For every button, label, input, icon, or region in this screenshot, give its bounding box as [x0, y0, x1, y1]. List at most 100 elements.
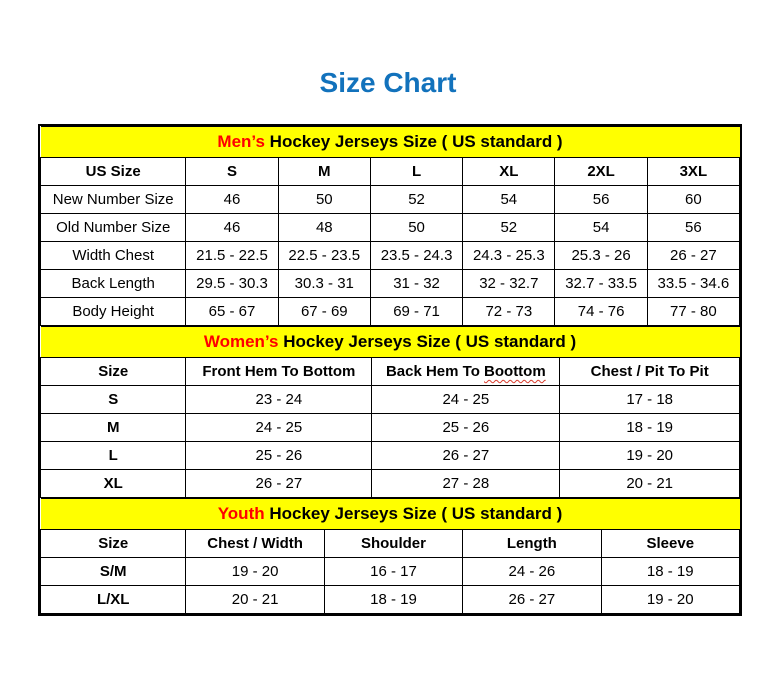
size-value-cell: 56 — [646, 213, 741, 242]
size-value-cell: 22.5 - 23.5 — [277, 241, 371, 270]
row-label: Old Number Size — [39, 213, 187, 242]
youth-banner-highlight: Youth — [217, 504, 265, 523]
size-value-cell: 27 - 28 — [371, 469, 561, 498]
size-value-cell: 54 — [554, 213, 648, 242]
size-value-cell: 46 — [185, 213, 279, 242]
row-label: Back Length — [39, 269, 187, 298]
row-label: New Number Size — [39, 185, 187, 214]
size-value-cell: 32.7 - 33.5 — [554, 269, 648, 298]
mens-banner-rest: Hockey Jerseys Size ( US standard ) — [264, 132, 563, 151]
mens-row-new-number-size: New Number Size 46 50 52 54 56 60 — [39, 185, 741, 214]
mens-banner-highlight: Men’s — [217, 132, 265, 151]
womens-row-s: S 23 - 24 24 - 25 17 - 18 — [39, 385, 740, 414]
youth-banner-rest: Hockey Jerseys Size ( US standard ) — [264, 504, 563, 523]
mens-column-header: XL — [462, 157, 556, 186]
size-value-cell: 26 - 27 — [462, 585, 602, 614]
youth-column-header: Sleeve — [600, 529, 741, 558]
size-value-cell: 24 - 26 — [462, 557, 602, 586]
mens-column-header: 3XL — [646, 157, 741, 186]
youth-column-header: Shoulder — [323, 529, 464, 558]
size-value-cell: 25 - 26 — [185, 441, 373, 470]
mens-row-width-chest: Width Chest 21.5 - 22.5 22.5 - 23.5 23.5 - … — [39, 241, 741, 270]
womens-row-m: M 24 - 25 25 - 26 18 - 19 — [39, 413, 740, 442]
size-chart-tables: Men’s Hockey Jerseys Size ( US standard … — [38, 124, 742, 616]
mens-size-table: Men’s Hockey Jerseys Size ( US standard … — [39, 126, 741, 326]
youth-section-banner: Youth Hockey Jerseys Size ( US standard … — [40, 498, 740, 530]
size-value-cell: 52 — [462, 213, 556, 242]
womens-size-table: Women’s Hockey Jerseys Size ( US standar… — [39, 326, 740, 498]
mens-column-header: US Size — [39, 157, 187, 186]
mens-row-body-height: Body Height 65 - 67 67 - 69 69 - 71 72 - 73 7… — [39, 297, 741, 326]
size-value-cell: 72 - 73 — [462, 297, 556, 326]
youth-table-body: S/M 19 - 20 16 - 17 24 - 26 18 - 19 L/XL 20 - … — [39, 557, 741, 614]
size-value-cell: 30.3 - 31 — [277, 269, 371, 298]
size-value-cell: 19 - 20 — [559, 441, 740, 470]
mens-column-header-row: US Size S M L XL 2XL 3XL — [39, 157, 741, 186]
size-value-cell: 54 — [462, 185, 556, 214]
mens-column-header: S — [185, 157, 279, 186]
size-value-cell: 19 - 20 — [185, 557, 325, 586]
size-value-cell: 50 — [369, 213, 464, 242]
column-header-text: Back Hem To — [385, 363, 485, 380]
size-value-cell: 18 - 19 — [559, 413, 740, 442]
size-value-cell: 31 - 32 — [369, 269, 464, 298]
mens-section-banner: Men’s Hockey Jerseys Size ( US standard … — [40, 126, 740, 158]
size-value-cell: 17 - 18 — [559, 385, 740, 414]
youth-size-table: Youth Hockey Jerseys Size ( US standard … — [39, 498, 741, 614]
youth-row-s-m: S/M 19 - 20 16 - 17 24 - 26 18 - 19 — [39, 557, 741, 586]
size-value-cell: 67 - 69 — [277, 297, 371, 326]
womens-row-xl: XL 26 - 27 27 - 28 20 - 21 — [39, 469, 740, 498]
size-value-cell: 25 - 26 — [371, 413, 561, 442]
size-value-cell: 69 - 71 — [369, 297, 464, 326]
row-label: XL — [39, 469, 187, 498]
size-value-cell: 23.5 - 24.3 — [369, 241, 464, 270]
size-value-cell: 21.5 - 22.5 — [185, 241, 279, 270]
misspelled-word-spellcheck-underline: Boottom — [484, 363, 546, 380]
row-label: M — [39, 413, 187, 442]
womens-banner-rest: Hockey Jerseys Size ( US standard ) — [278, 332, 577, 351]
size-value-cell: 26 - 27 — [185, 469, 373, 498]
size-value-cell: 24.3 - 25.3 — [462, 241, 556, 270]
mens-row-back-length: Back Length 29.5 - 30.3 30.3 - 31 31 - 32 32… — [39, 269, 741, 298]
youth-row-l-xl: L/XL 20 - 21 18 - 19 26 - 27 19 - 20 — [39, 585, 741, 614]
row-label: S/M — [39, 557, 187, 586]
youth-column-header: Length — [462, 529, 602, 558]
size-value-cell: 18 - 19 — [323, 585, 464, 614]
mens-column-header: 2XL — [554, 157, 648, 186]
womens-table-body: S 23 - 24 24 - 25 17 - 18 M 24 - 25 25 - 26 18 … — [39, 385, 740, 498]
size-value-cell: 56 — [554, 185, 648, 214]
size-value-cell: 29.5 - 30.3 — [185, 269, 279, 298]
youth-section-title: Youth Hockey Jerseys Size ( US standard … — [40, 498, 740, 530]
size-value-cell: 23 - 24 — [185, 385, 373, 414]
womens-section-banner: Women’s Hockey Jerseys Size ( US standar… — [40, 326, 740, 358]
row-label: S — [39, 385, 187, 414]
size-value-cell: 46 — [185, 185, 279, 214]
size-value-cell: 60 — [646, 185, 741, 214]
mens-column-header: L — [369, 157, 464, 186]
size-value-cell: 19 - 20 — [600, 585, 741, 614]
size-value-cell: 26 - 27 — [371, 441, 561, 470]
womens-column-header: Size — [39, 357, 187, 386]
womens-column-header: Chest / Pit To Pit — [559, 357, 740, 386]
size-value-cell: 25.3 - 26 — [554, 241, 648, 270]
womens-column-header-row: Size Front Hem To Bottom Back Hem To Boott… — [39, 357, 740, 386]
womens-row-l: L 25 - 26 26 - 27 19 - 20 — [39, 441, 740, 470]
page-title: Size Chart — [319, 67, 457, 98]
size-value-cell: 16 - 17 — [323, 557, 464, 586]
row-label: Body Height — [39, 297, 187, 326]
row-label: L/XL — [39, 585, 187, 614]
size-value-cell: 48 — [277, 213, 371, 242]
size-value-cell: 32 - 32.7 — [462, 269, 556, 298]
youth-column-header-row: Size Chest / Width Shoulder Length Sleeve — [39, 529, 741, 558]
womens-column-header: Front Hem To Bottom — [185, 357, 373, 386]
row-label: Width Chest — [39, 241, 187, 270]
mens-row-old-number-size: Old Number Size 46 48 50 52 54 56 — [39, 213, 741, 242]
mens-column-header: M — [277, 157, 371, 186]
mens-section-title: Men’s Hockey Jerseys Size ( US standard … — [40, 126, 740, 158]
size-value-cell: 24 - 25 — [185, 413, 373, 442]
size-value-cell: 74 - 76 — [554, 297, 648, 326]
size-value-cell: 24 - 25 — [371, 385, 561, 414]
row-label: L — [39, 441, 187, 470]
youth-column-header: Size — [39, 529, 187, 558]
